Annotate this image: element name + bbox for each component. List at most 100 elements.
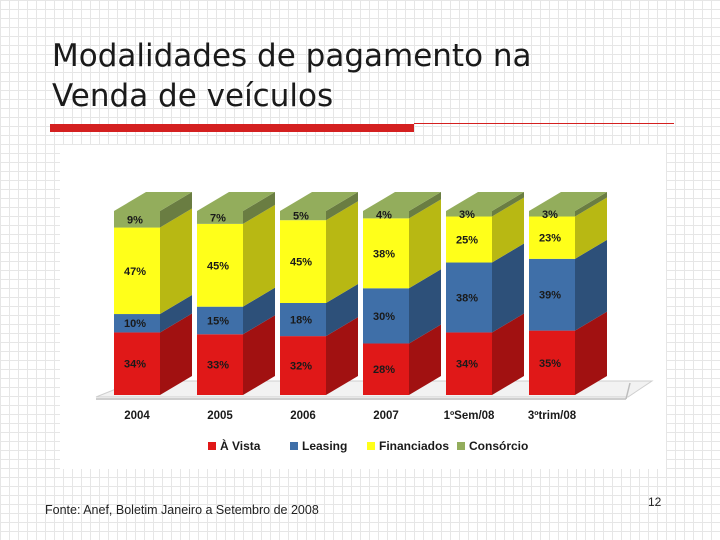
bar-consorcio-1	[197, 211, 243, 224]
data-label-financiados-1: 45%	[207, 260, 229, 272]
bar-leasing-4	[446, 262, 492, 333]
chart-area: 34% 10% 47% 9% 2004 33% 15% 45% 7% 2005 32% 18% 45% 5…	[60, 145, 666, 469]
bar-top-consorcio-4	[446, 192, 524, 211]
bar-top-consorcio-0	[114, 192, 192, 211]
bar-side-financiados-5	[575, 197, 607, 259]
data-label-leasing-5: 39%	[539, 290, 561, 302]
x-axis-end	[625, 382, 631, 400]
bar-side-consorcio-1	[243, 192, 275, 224]
bar-financiados-0	[114, 227, 160, 315]
legend-label-a-vista: À Vista	[220, 438, 261, 453]
legend-label-financiados: Financiados	[379, 439, 449, 453]
bar-financiados-4	[446, 216, 492, 263]
bar-side-a-vista-1	[243, 315, 275, 395]
bar-side-leasing-3	[409, 269, 441, 344]
data-label-financiados-5: 23%	[539, 233, 561, 245]
bar-side-financiados-0	[160, 208, 192, 315]
bar-consorcio-5	[529, 211, 575, 217]
data-label-leasing-0: 10%	[124, 318, 146, 330]
x-tick-label-0: 2004	[124, 410, 150, 422]
bar-top-consorcio-3	[363, 192, 441, 211]
bar-side-a-vista-3	[409, 324, 441, 395]
legend-swatch-financiados	[367, 442, 375, 450]
x-tick-label-2: 2006	[290, 410, 316, 422]
bar-side-a-vista-4	[492, 313, 524, 395]
bar-side-consorcio-0	[160, 192, 192, 228]
bar-side-leasing-0	[160, 295, 192, 333]
data-label-consorcio-1: 7%	[210, 212, 226, 224]
data-label-consorcio-2: 5%	[293, 211, 309, 223]
bar-a-vista-0	[114, 332, 160, 395]
bar-side-consorcio-5	[575, 192, 607, 217]
data-label-financiados-3: 38%	[373, 248, 395, 260]
data-label-financiados-2: 45%	[290, 257, 312, 269]
bar-side-financiados-4	[492, 197, 524, 263]
data-label-consorcio-4: 3%	[459, 209, 475, 221]
bar-side-a-vista-2	[326, 317, 358, 395]
title-line-1: Modalidades de pagamento na	[52, 38, 532, 74]
bar-leasing-3	[363, 288, 409, 344]
bar-side-a-vista-0	[160, 313, 192, 395]
legend-swatch-a-vista	[208, 442, 216, 450]
title-underline-thin	[414, 123, 674, 124]
bar-top-consorcio-5	[529, 192, 607, 211]
bar-a-vista-2	[280, 336, 326, 395]
legend-label-leasing: Leasing	[302, 439, 347, 453]
legend-swatch-leasing	[290, 442, 298, 450]
bar-consorcio-2	[280, 211, 326, 221]
slide-title: Modalidades de pagamento na Venda de veí…	[52, 36, 692, 116]
bar-side-financiados-1	[243, 204, 275, 307]
data-label-consorcio-5: 3%	[542, 209, 558, 221]
data-label-a-vista-5: 35%	[539, 358, 561, 370]
data-label-consorcio-3: 4%	[376, 210, 392, 222]
legend-label-consorcio: Consórcio	[469, 439, 528, 453]
bar-top-consorcio-2	[280, 192, 358, 211]
bar-side-a-vista-5	[575, 311, 607, 395]
data-label-a-vista-4: 34%	[456, 359, 478, 371]
bar-a-vista-1	[197, 334, 243, 395]
bar-leasing-1	[197, 306, 243, 335]
bar-leasing-0	[114, 314, 160, 333]
bar-leasing-5	[529, 258, 575, 331]
bar-leasing-2	[280, 303, 326, 337]
data-label-consorcio-0: 9%	[127, 214, 143, 226]
data-label-financiados-4: 25%	[456, 235, 478, 247]
bar-a-vista-5	[529, 330, 575, 395]
data-label-financiados-0: 47%	[124, 266, 146, 278]
bar-side-consorcio-2	[326, 192, 358, 221]
bar-financiados-2	[280, 220, 326, 303]
data-label-a-vista-1: 33%	[207, 360, 229, 372]
title-line-2: Venda de veículos	[52, 78, 334, 114]
bar-financiados-5	[529, 216, 575, 259]
bar-side-leasing-4	[492, 243, 524, 333]
bar-a-vista-4	[446, 332, 492, 395]
stacked-bar-chart: 34% 10% 47% 9% 2004 33% 15% 45% 7% 2005 32% 18% 45% 5…	[95, 192, 654, 453]
x-tick-label-1: 2005	[207, 410, 233, 422]
x-tick-label-4: 1ºSem/08	[444, 410, 495, 422]
bar-consorcio-4	[446, 211, 492, 217]
bar-side-leasing-5	[575, 239, 607, 331]
bar-side-consorcio-4	[492, 192, 524, 217]
bar-side-leasing-1	[243, 287, 275, 335]
source-note: Fonte: Anef, Boletim Janeiro a Setembro …	[45, 503, 319, 517]
data-label-leasing-2: 18%	[290, 315, 312, 327]
page-number: 12	[648, 495, 662, 509]
x-tick-label-3: 2007	[373, 410, 399, 422]
bar-side-financiados-3	[409, 199, 441, 289]
data-label-leasing-1: 15%	[207, 315, 229, 327]
bar-a-vista-3	[363, 343, 409, 395]
data-label-a-vista-0: 34%	[124, 359, 146, 371]
bar-side-financiados-2	[326, 201, 358, 303]
data-label-leasing-3: 30%	[373, 311, 395, 323]
bar-financiados-1	[197, 223, 243, 307]
data-label-a-vista-2: 32%	[290, 361, 312, 373]
bar-top-consorcio-1	[197, 192, 275, 211]
bar-consorcio-3	[363, 211, 409, 219]
title-underline-thick	[50, 124, 414, 132]
bar-consorcio-0	[114, 211, 160, 228]
data-label-leasing-4: 38%	[456, 292, 478, 304]
data-label-a-vista-3: 28%	[373, 364, 395, 376]
bar-side-consorcio-3	[409, 192, 441, 219]
bar-financiados-3	[363, 218, 409, 289]
x-tick-label-5: 3ºtrim/08	[528, 410, 577, 422]
